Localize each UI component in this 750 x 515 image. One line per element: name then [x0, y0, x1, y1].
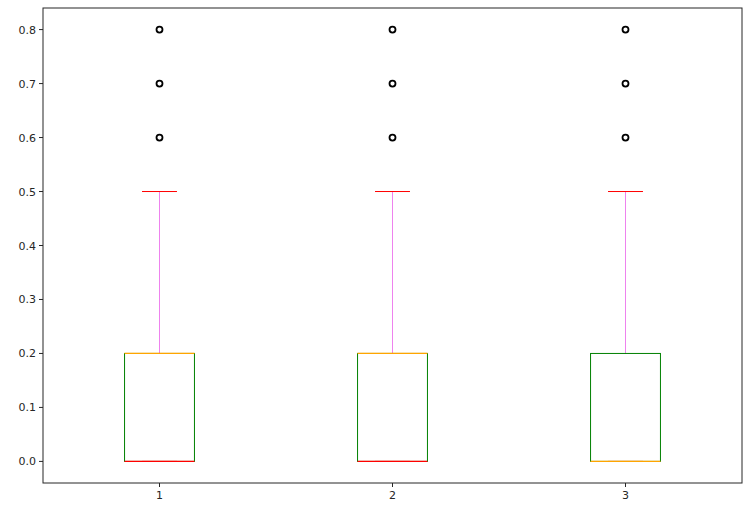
box [591, 353, 661, 461]
outlier [390, 27, 396, 33]
y-tick-label: 0.5 [19, 186, 37, 199]
y-tick-label: 0.8 [19, 24, 37, 37]
y-tick [39, 407, 43, 408]
y-tick-label: 0.6 [19, 132, 37, 145]
box [125, 353, 195, 461]
upper-cap [142, 191, 177, 192]
x-tick [392, 483, 393, 487]
y-tick [39, 299, 43, 300]
y-tick-label: 0.2 [19, 347, 37, 360]
box-top-edge [358, 353, 428, 354]
plot-frame [43, 8, 742, 483]
outlier [157, 135, 163, 141]
y-tick [39, 461, 43, 462]
outlier [623, 27, 629, 33]
outlier [157, 81, 163, 87]
plot-marks [125, 27, 661, 462]
outlier [390, 135, 396, 141]
box [358, 353, 428, 461]
y-tick [39, 353, 43, 354]
median [591, 461, 661, 462]
upper-whisker [625, 192, 626, 354]
outlier [390, 81, 396, 87]
y-tick-label: 0.4 [19, 240, 37, 253]
y-tick-label: 0.1 [19, 401, 37, 414]
x-tick-label: 3 [622, 489, 629, 502]
y-tick [39, 191, 43, 192]
x-tick-label: 2 [389, 489, 396, 502]
upper-cap [608, 191, 643, 192]
median [125, 461, 195, 462]
outlier [157, 27, 163, 33]
x-tick [159, 483, 160, 487]
x-tick [625, 483, 626, 487]
chart-container: 0.0 0.1 0.2 0.3 0.4 0.5 0.6 0.7 0.8 1 2 3 [0, 0, 750, 515]
y-tick-label: 0.3 [19, 293, 37, 306]
y-tick [39, 245, 43, 246]
chart-svg: 0.0 0.1 0.2 0.3 0.4 0.5 0.6 0.7 0.8 1 2 3 [0, 0, 750, 515]
outlier [623, 81, 629, 87]
upper-whisker [159, 192, 160, 354]
outlier [623, 135, 629, 141]
x-tick-label: 1 [156, 489, 163, 502]
box-top-edge [125, 353, 195, 354]
upper-cap [375, 191, 410, 192]
y-tick [39, 137, 43, 138]
upper-whisker [392, 192, 393, 354]
y-tick-label: 0.7 [19, 78, 37, 91]
y-tick [39, 83, 43, 84]
y-tick [39, 29, 43, 30]
median [358, 461, 428, 462]
y-tick-label: 0.0 [19, 455, 37, 468]
